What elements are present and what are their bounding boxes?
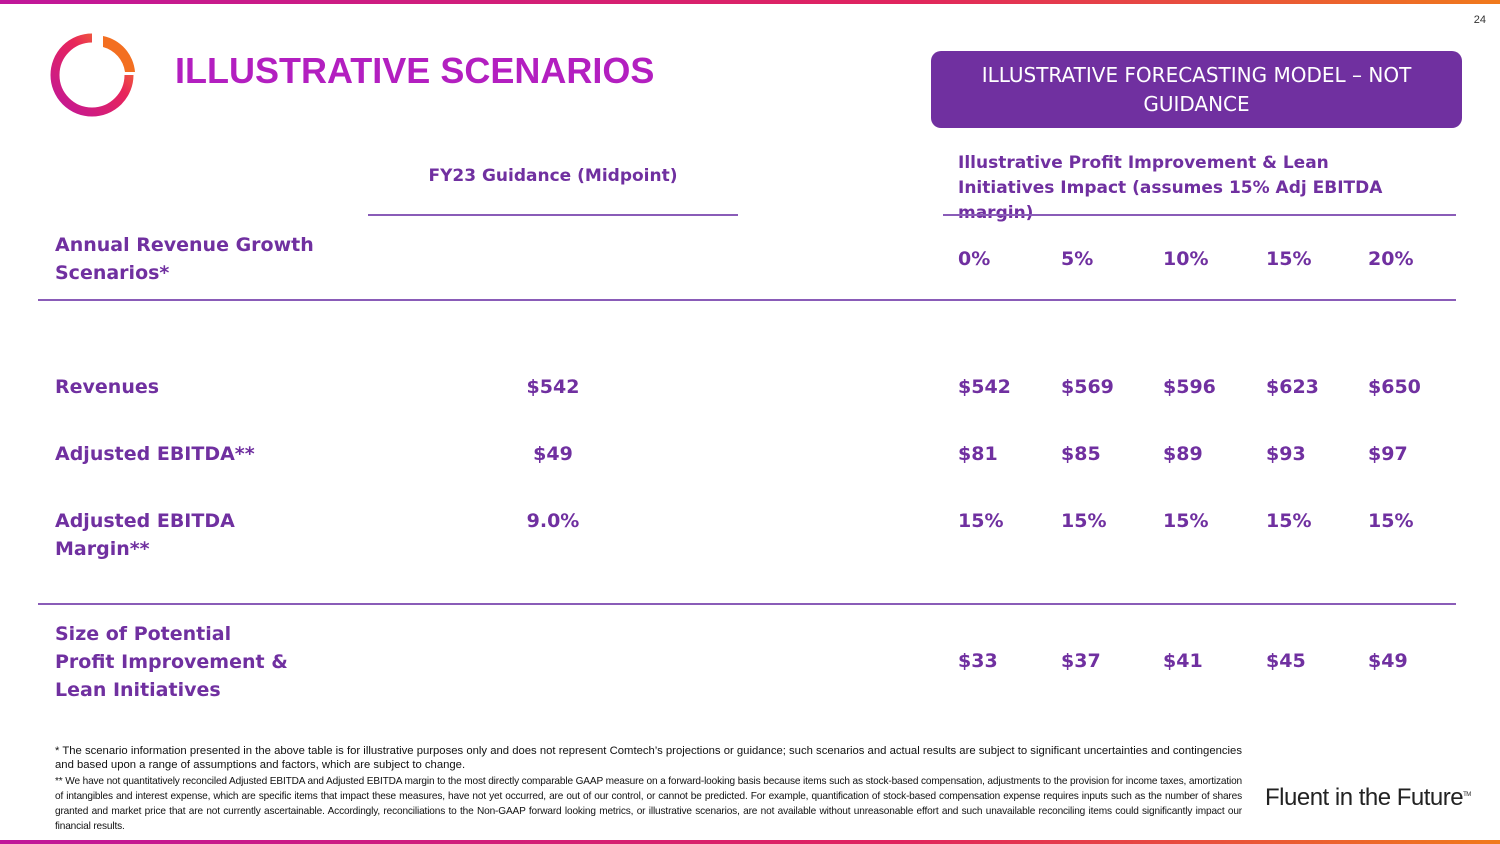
scenario-value: 15%	[1266, 510, 1312, 532]
scenario-value: 15%	[1061, 510, 1107, 532]
scenario-value: $85	[1061, 443, 1101, 465]
scenario-value: $93	[1266, 443, 1306, 465]
scenario-value: $596	[1163, 376, 1216, 398]
row-label: Annual Revenue Growth Scenarios*	[55, 234, 314, 284]
scenario-value: $33	[958, 650, 998, 672]
scenario-value: 15%	[1368, 510, 1414, 532]
disclaimer-banner: ILLUSTRATIVE FORECASTING MODEL – NOT GUI…	[931, 51, 1462, 128]
scenario-value: $81	[958, 443, 998, 465]
title: ILLUSTRATIVE SCENARIOS	[175, 50, 655, 91]
growth-rate: 20%	[1368, 248, 1414, 270]
scenario-value: 15%	[1163, 510, 1209, 532]
row-label: Adjusted EBITDA**	[55, 443, 255, 465]
growth-rate: 0%	[958, 248, 991, 270]
scenario-value: $97	[1368, 443, 1408, 465]
trademark: TM	[1463, 792, 1471, 798]
top-bar	[0, 0, 1500, 4]
banner-text: ILLUSTRATIVE FORECASTING MODEL – NOT GUI…	[981, 62, 1412, 116]
scenario-value: $37	[1061, 650, 1101, 672]
rule	[38, 299, 1456, 301]
row-label: Size of Potential Profit Improvement & L…	[55, 623, 288, 701]
row-label: Adjusted EBITDA Margin**	[55, 510, 235, 560]
scenario-value: $89	[1163, 443, 1203, 465]
scenario-value: $542	[958, 376, 1011, 398]
growth-rate: 15%	[1266, 248, 1312, 270]
growth-rate: 10%	[1163, 248, 1209, 270]
guidance-value: 9.0%	[526, 510, 580, 532]
rule	[943, 214, 1456, 216]
scenario-value: $569	[1061, 376, 1114, 398]
scenario-value: $650	[1368, 376, 1421, 398]
scenario-value: $623	[1266, 376, 1319, 398]
growth-rate: 5%	[1061, 248, 1094, 270]
rule	[38, 603, 1456, 605]
scenario-value: $49	[1368, 650, 1408, 672]
tagline-text: Fluent in the Future	[1265, 784, 1464, 811]
row-label: Revenues	[55, 376, 160, 398]
scenario-value: 15%	[958, 510, 1004, 532]
scenario-value: $41	[1163, 650, 1203, 672]
guidance-value: $542	[526, 376, 580, 398]
bottom-bar	[0, 840, 1500, 844]
column-header: FY23 Guidance (Midpoint)	[428, 166, 678, 186]
scenario-value: $45	[1266, 650, 1306, 672]
logo	[50, 33, 135, 117]
guidance-value: $49	[533, 443, 573, 465]
rule	[368, 214, 738, 216]
footnote: * The scenario information presented in …	[55, 745, 1242, 771]
tagline: Fluent in the FutureTM	[1265, 784, 1471, 812]
page-number: 24	[1473, 14, 1486, 26]
footnote: ** We have not quantitatively reconciled…	[55, 776, 1242, 832]
column-header: Illustrative Profit Improvement & Lean I…	[958, 153, 1383, 223]
